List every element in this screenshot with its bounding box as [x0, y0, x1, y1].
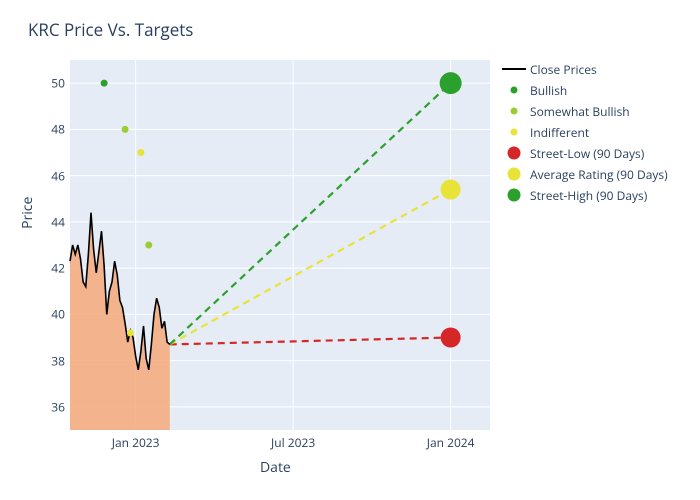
legend-label: Somewhat Bullish	[528, 103, 630, 120]
y-tick: 42	[40, 260, 65, 277]
y-tick: 46	[40, 167, 65, 184]
legend-item[interactable]: Street-High (90 Days)	[500, 186, 668, 204]
y-tick: 36	[40, 398, 65, 415]
legend-swatch	[500, 62, 528, 76]
legend-item[interactable]: Somewhat Bullish	[500, 102, 668, 120]
legend-item[interactable]: Bullish	[500, 81, 668, 99]
legend-label: Indifferent	[528, 124, 589, 141]
y-tick: 40	[40, 306, 65, 323]
y-tick: 48	[40, 121, 65, 138]
legend-swatch	[500, 188, 528, 202]
legend-swatch	[500, 125, 528, 139]
y-tick: 38	[40, 352, 65, 369]
legend-label: Close Prices	[528, 61, 597, 78]
legend-label: Average Rating (90 Days)	[528, 166, 668, 183]
plot-area	[70, 60, 490, 430]
legend-swatch	[500, 104, 528, 118]
x-tick: Jan 2023	[112, 434, 160, 451]
legend-swatch	[500, 167, 528, 181]
x-tick: Jul 2023	[271, 434, 315, 451]
legend: Close Prices Bullish Somewhat Bullish Indif…	[500, 60, 668, 207]
legend-label: Bullish	[528, 82, 567, 99]
legend-item[interactable]: Indifferent	[500, 123, 668, 141]
legend-item[interactable]: Average Rating (90 Days)	[500, 165, 668, 183]
chart-title: KRC Price Vs. Targets	[28, 18, 193, 41]
x-axis-label: Date	[260, 458, 291, 477]
legend-label: Street-Low (90 Days)	[528, 145, 644, 162]
y-axis-label: Price	[18, 197, 37, 229]
legend-label: Street-High (90 Days)	[528, 187, 647, 204]
legend-swatch	[500, 146, 528, 160]
x-tick: Jan 2024	[427, 434, 475, 451]
y-tick: 44	[40, 213, 65, 230]
legend-item[interactable]: Street-Low (90 Days)	[500, 144, 668, 162]
y-tick: 50	[40, 75, 65, 92]
legend-item[interactable]: Close Prices	[500, 60, 668, 78]
legend-swatch	[500, 83, 528, 97]
data-layer	[70, 60, 490, 430]
